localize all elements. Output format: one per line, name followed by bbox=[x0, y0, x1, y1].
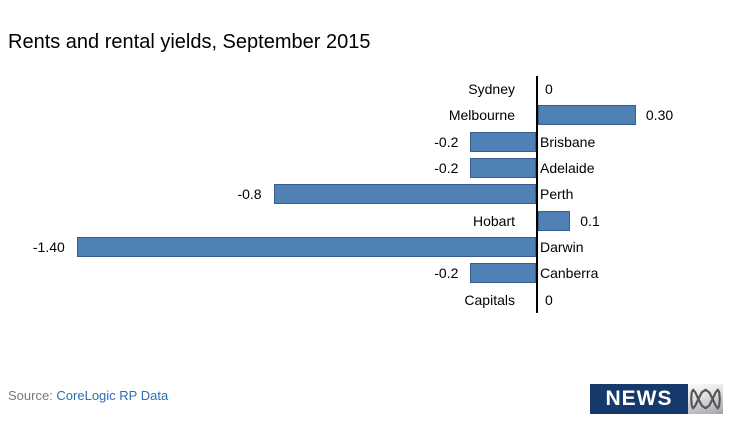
bar-canberra bbox=[470, 263, 536, 284]
value-label-hobart: 0.1 bbox=[580, 212, 600, 229]
zero-axis-line bbox=[536, 76, 538, 313]
value-label-adelaide: -0.2 bbox=[434, 160, 459, 177]
category-label-perth: Perth bbox=[540, 186, 574, 203]
value-label-canberra: -0.2 bbox=[434, 265, 459, 282]
abc-lissajous-icon bbox=[690, 388, 721, 410]
bar-perth bbox=[273, 184, 536, 205]
source-link[interactable]: CoreLogic RP Data bbox=[56, 388, 169, 403]
category-label-sydney: Sydney bbox=[468, 81, 515, 98]
bar-darwin bbox=[76, 237, 536, 258]
value-label-melbourne: 0.30 bbox=[645, 107, 674, 124]
bar-adelaide bbox=[470, 158, 536, 179]
bar-melbourne bbox=[537, 105, 636, 126]
category-label-hobart: Hobart bbox=[472, 212, 515, 229]
value-label-perth: -0.8 bbox=[237, 186, 262, 203]
category-label-canberra: Canberra bbox=[540, 265, 599, 282]
abc-news-logo: NEWS bbox=[590, 384, 723, 414]
abc-logo-tile bbox=[688, 384, 723, 414]
category-label-melbourne: Melbourne bbox=[448, 107, 515, 124]
value-label-darwin: -1.40 bbox=[32, 239, 65, 256]
category-label-darwin: Darwin bbox=[540, 239, 584, 256]
category-label-capitals: Capitals bbox=[464, 291, 515, 308]
value-label-capitals: 0 bbox=[545, 291, 553, 308]
category-label-brisbane: Brisbane bbox=[540, 133, 596, 150]
value-label-sydney: 0 bbox=[545, 81, 553, 98]
chart-title: Rents and rental yields, September 2015 bbox=[8, 31, 371, 53]
value-label-brisbane: -0.2 bbox=[434, 133, 459, 150]
category-label-adelaide: Adelaide bbox=[540, 160, 595, 177]
news-wordmark: NEWS bbox=[590, 384, 688, 414]
bar-hobart bbox=[537, 210, 571, 231]
source-line: Source: CoreLogic RP Data bbox=[8, 388, 168, 403]
source-label: Source: bbox=[8, 388, 57, 403]
bar-brisbane bbox=[470, 131, 536, 152]
